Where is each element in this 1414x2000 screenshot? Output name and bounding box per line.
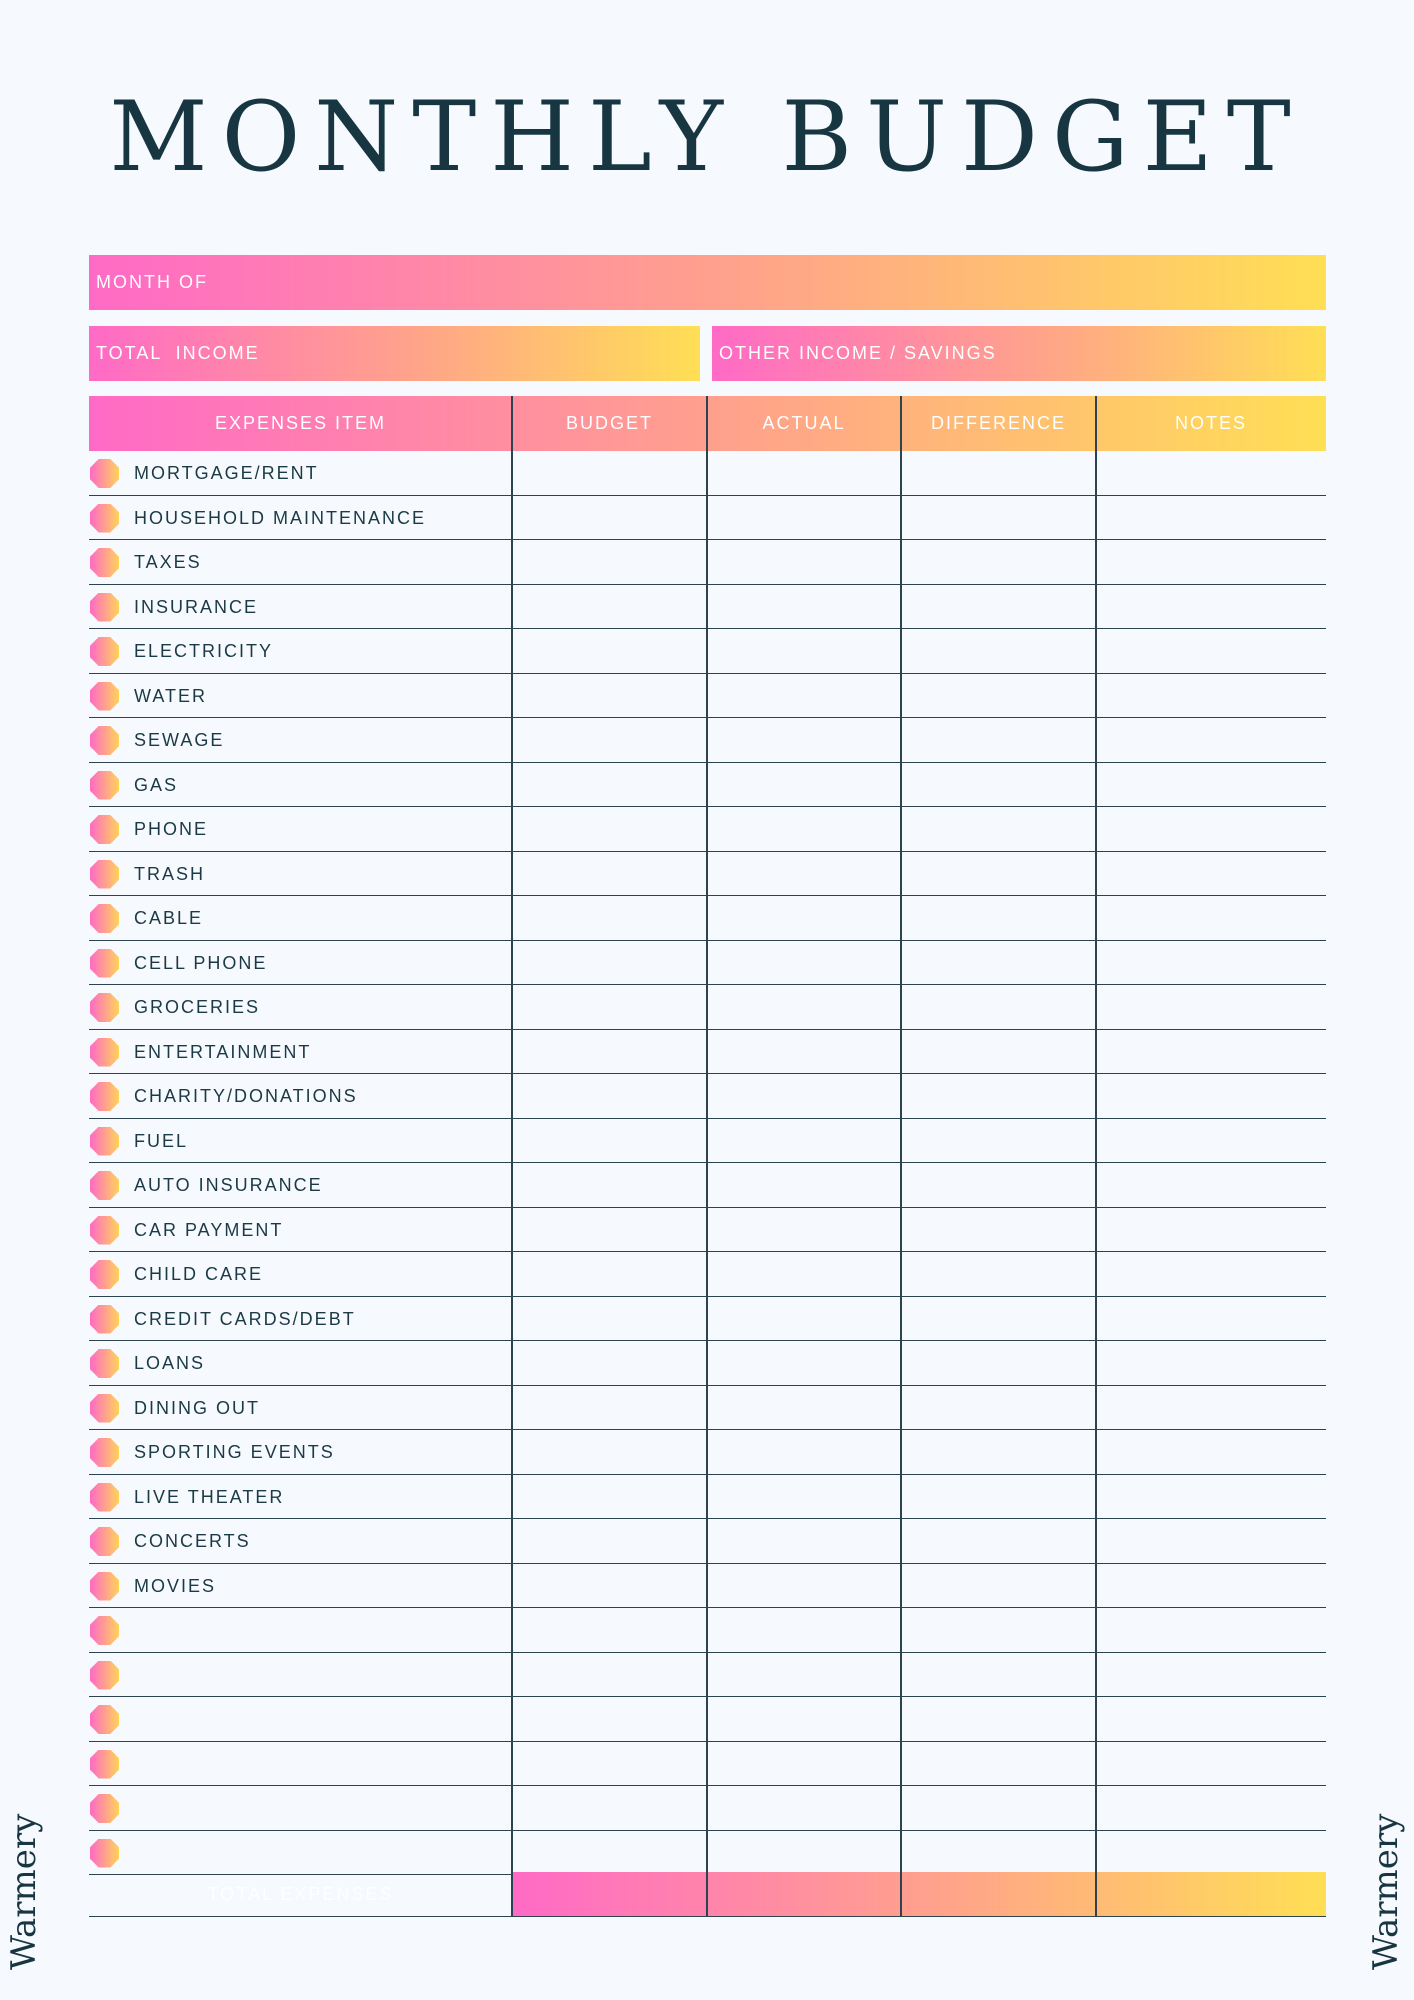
octagon-bullet-icon (90, 815, 119, 844)
expense-item-label: SEWAGE (134, 730, 225, 750)
expense-item-label: CHILD CARE (134, 1264, 264, 1284)
octagon-bullet-icon (90, 859, 119, 889)
expense-item-label: WATER (134, 685, 207, 706)
expense-item-label: CAR PAYMENT (134, 1219, 284, 1240)
total-expenses-values[interactable] (512, 1872, 1326, 1916)
octagon-bullet-icon (90, 548, 119, 577)
octagon-bullet-icon (90, 1616, 119, 1645)
octagon-bullet-icon (90, 637, 119, 666)
octagon-bullet-icon (90, 1571, 119, 1601)
expense-item-label: CREDIT CARDS/DEBT (134, 1308, 356, 1329)
column-header-budget: BUDGET (565, 413, 653, 433)
column-header-notes: NOTES (1174, 413, 1247, 433)
octagon-bullet-icon (90, 726, 119, 755)
octagon-bullet-icon (90, 681, 119, 711)
octagon-bullet-icon (90, 1838, 119, 1868)
expense-item-label: ELECTRICITY (134, 641, 274, 661)
octagon-bullet-icon (90, 1527, 119, 1556)
column-divider (900, 396, 902, 1917)
octagon-bullet-icon (90, 770, 119, 800)
expense-item-label: PHONE (134, 819, 209, 839)
total-income-field[interactable]: TOTAL INCOME (89, 326, 700, 381)
octagon-bullet-icon (90, 1082, 119, 1111)
expense-item-label: GROCERIES (134, 997, 261, 1017)
expense-item-label: GAS (134, 774, 179, 795)
expense-item-label: ENTERTAINMENT (134, 1041, 312, 1062)
octagon-bullet-icon (90, 993, 119, 1022)
octagon-bullet-icon (90, 1349, 119, 1378)
octagon-bullet-icon (90, 1304, 119, 1334)
month-of-label: MONTH OF (96, 272, 208, 292)
expense-item-label: TAXES (134, 552, 202, 572)
octagon-bullet-icon (90, 459, 119, 488)
expense-item-label: LOANS (134, 1353, 206, 1373)
expense-item-label: AUTO INSURANCE (134, 1175, 323, 1195)
octagon-bullet-icon (90, 1260, 119, 1289)
expense-item-label: MORTGAGE/RENT (134, 463, 319, 483)
expense-item-label: CHARITY/DONATIONS (134, 1086, 358, 1106)
octagon-bullet-icon (90, 1171, 119, 1200)
other-income-label: OTHER INCOME / SAVINGS (719, 343, 997, 363)
octagon-bullet-icon (90, 1482, 119, 1512)
expense-item-label: TRASH (134, 863, 206, 884)
octagon-bullet-icon (90, 1215, 119, 1245)
column-header-expenses-item: EXPENSES ITEM (214, 413, 387, 433)
octagon-bullet-icon (90, 1438, 119, 1467)
column-header-difference: DIFFERENCE (930, 413, 1066, 433)
octagon-bullet-icon (90, 1393, 119, 1423)
brand-right: Warmery (1366, 1813, 1406, 1970)
octagon-bullet-icon (90, 1126, 119, 1156)
expense-item-label: HOUSEHOLD MAINTENANCE (134, 507, 427, 528)
expense-item-label: CELL PHONE (134, 952, 268, 973)
column-divider (1095, 396, 1097, 1917)
column-divider (706, 396, 708, 1917)
expense-item-label: MOVIES (134, 1575, 217, 1596)
month-of-field[interactable]: MONTH OF (89, 255, 1326, 310)
total-income-label: TOTAL INCOME (96, 343, 260, 363)
expense-item-label: FUEL (134, 1130, 189, 1151)
brand-left: Warmery (4, 1813, 44, 1970)
other-income-field[interactable]: OTHER INCOME / SAVINGS (712, 326, 1326, 381)
column-header-actual: ACTUAL (762, 413, 846, 433)
octagon-bullet-icon (90, 1749, 119, 1779)
column-divider (511, 396, 513, 1917)
expense-item-label: SPORTING EVENTS (134, 1442, 335, 1462)
octagon-bullet-icon (90, 503, 119, 533)
octagon-bullet-icon (90, 1660, 119, 1690)
octagon-bullet-icon (90, 592, 119, 622)
expense-item-label: CABLE (134, 908, 204, 928)
octagon-bullet-icon (90, 904, 119, 933)
expense-item-label: INSURANCE (134, 596, 259, 617)
octagon-bullet-icon (90, 1794, 119, 1823)
octagon-bullet-icon (90, 948, 119, 978)
expense-item-label: DINING OUT (134, 1397, 260, 1418)
expense-item-label: LIVE THEATER (134, 1486, 285, 1507)
octagon-bullet-icon (90, 1037, 119, 1067)
total-expenses-label: TOTAL EXPENSES (207, 1884, 394, 1904)
page-title: MONTHLY BUDGET (109, 81, 1305, 193)
expense-item-label: CONCERTS (134, 1531, 251, 1551)
octagon-bullet-icon (90, 1705, 119, 1734)
